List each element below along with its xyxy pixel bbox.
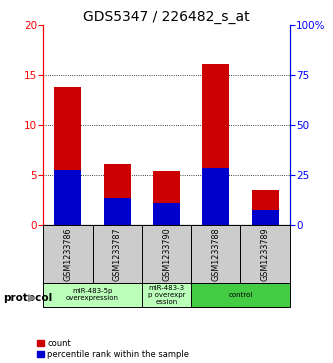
Bar — [54, 87, 82, 225]
Text: GSM1233787: GSM1233787 — [113, 227, 122, 281]
Bar — [43, 225, 93, 283]
Bar — [191, 225, 240, 283]
Title: GDS5347 / 226482_s_at: GDS5347 / 226482_s_at — [83, 11, 250, 24]
Bar — [142, 225, 191, 283]
Bar — [104, 164, 131, 225]
Bar — [104, 198, 131, 225]
Text: GSM1233788: GSM1233788 — [211, 227, 220, 281]
Text: miR-483-3
p overexpr
ession: miR-483-3 p overexpr ession — [148, 285, 185, 305]
Legend: count, percentile rank within the sample: count, percentile rank within the sample — [38, 339, 189, 359]
Text: protocol: protocol — [3, 293, 53, 303]
Bar — [191, 283, 290, 307]
Bar — [153, 203, 180, 225]
Bar — [202, 64, 229, 225]
Text: GSM1233786: GSM1233786 — [63, 227, 73, 281]
Bar — [153, 171, 180, 225]
Bar — [93, 225, 142, 283]
Text: miR-483-5p
overexpression: miR-483-5p overexpression — [66, 289, 119, 301]
Text: ▶: ▶ — [28, 293, 37, 303]
Bar — [54, 170, 82, 225]
Bar — [240, 225, 290, 283]
Text: control: control — [228, 292, 253, 298]
Bar — [251, 210, 279, 225]
Bar — [202, 168, 229, 225]
Text: GSM1233790: GSM1233790 — [162, 227, 171, 281]
Bar — [142, 283, 191, 307]
Text: GSM1233789: GSM1233789 — [260, 227, 270, 281]
Bar — [251, 190, 279, 225]
Bar — [43, 283, 142, 307]
